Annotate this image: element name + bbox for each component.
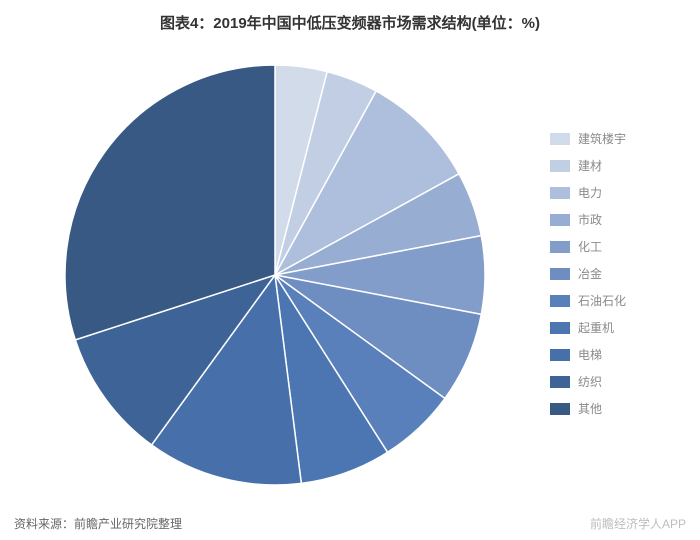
legend-label: 电力	[578, 184, 602, 201]
legend-swatch	[550, 349, 570, 361]
legend-label: 其他	[578, 400, 602, 417]
legend-label: 化工	[578, 238, 602, 255]
watermark-right: 前瞻经济学人APP	[590, 515, 686, 532]
legend-label: 建材	[578, 157, 602, 174]
legend-swatch	[550, 322, 570, 334]
legend-item: 建材	[550, 157, 670, 174]
legend-swatch	[550, 160, 570, 172]
legend-item: 纺织	[550, 373, 670, 390]
legend-swatch	[550, 403, 570, 415]
legend-label: 纺织	[578, 373, 602, 390]
legend-swatch	[550, 376, 570, 388]
legend-label: 冶金	[578, 265, 602, 282]
legend-swatch	[550, 241, 570, 253]
legend-item: 电力	[550, 184, 670, 201]
legend-item: 化工	[550, 238, 670, 255]
legend-swatch	[550, 187, 570, 199]
legend-label: 市政	[578, 211, 602, 228]
legend-swatch	[550, 214, 570, 226]
legend-swatch	[550, 295, 570, 307]
legend-item: 起重机	[550, 319, 670, 336]
legend-item: 冶金	[550, 265, 670, 282]
pie-chart	[20, 50, 520, 490]
chart-title: 图表4：2019年中国中低压变频器市场需求结构(单位：%)	[0, 0, 700, 33]
legend: 建筑楼宇建材电力市政化工冶金石油石化起重机电梯纺织其他	[550, 130, 670, 427]
legend-item: 其他	[550, 400, 670, 417]
legend-label: 电梯	[578, 346, 602, 363]
legend-item: 电梯	[550, 346, 670, 363]
legend-label: 起重机	[578, 319, 614, 336]
legend-swatch	[550, 268, 570, 280]
source-text: 资料来源：前瞻产业研究院整理	[14, 515, 182, 532]
legend-item: 市政	[550, 211, 670, 228]
legend-label: 石油石化	[578, 292, 626, 309]
legend-item: 石油石化	[550, 292, 670, 309]
legend-item: 建筑楼宇	[550, 130, 670, 147]
legend-label: 建筑楼宇	[578, 130, 626, 147]
legend-swatch	[550, 133, 570, 145]
